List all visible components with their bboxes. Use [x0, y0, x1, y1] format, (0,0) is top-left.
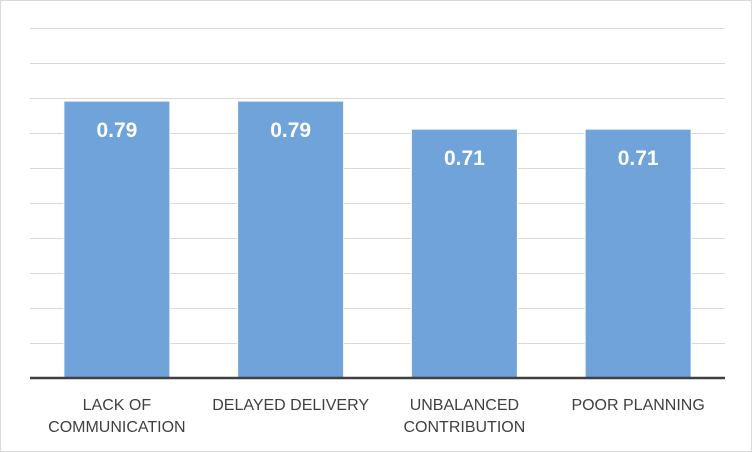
data-labels: 0.79 0.79 0.71 0.71 [96, 119, 658, 170]
category-label: DELAYED DELIVERY [212, 397, 369, 414]
bar [237, 100, 345, 379]
category-label: UNBALANCED [410, 397, 519, 414]
bar-data-label: 0.79 [96, 119, 137, 142]
bar-data-label: 0.71 [444, 147, 485, 170]
bars [63, 100, 692, 379]
category-label: COMMUNICATION [48, 419, 185, 436]
category-label: LACK OF [83, 397, 152, 414]
bar [410, 128, 518, 379]
bar-data-label: 0.79 [270, 119, 311, 142]
bar [63, 100, 171, 379]
category-labels: LACK OF COMMUNICATION DELAYED DELIVERY UNBA… [48, 397, 705, 436]
category-label: POOR PLANNING [571, 397, 704, 414]
bar-data-label: 0.71 [618, 147, 659, 170]
category-label: CONTRIBUTION [403, 419, 525, 436]
